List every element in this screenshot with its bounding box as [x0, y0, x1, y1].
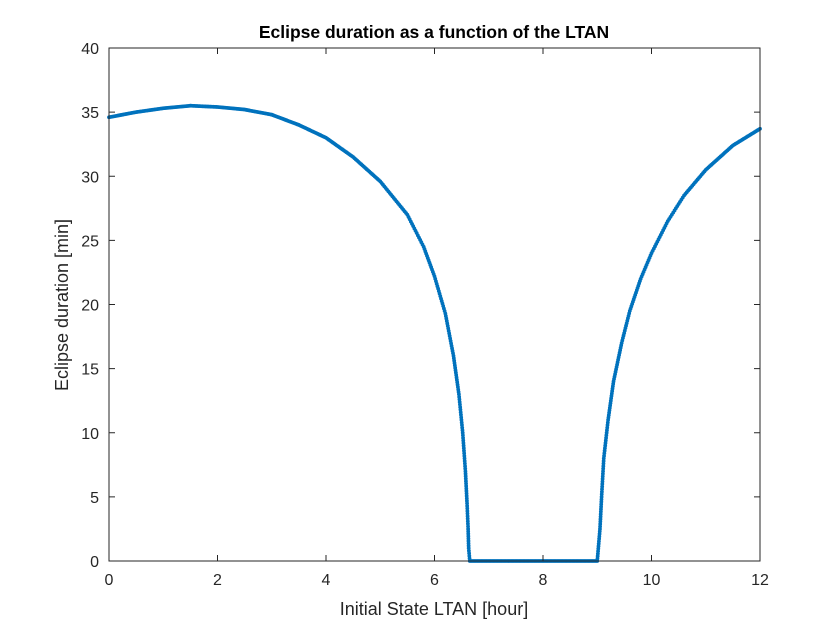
x-tick-label: 8	[539, 572, 548, 589]
axis-ticks-layer: 0 2 4 6 8 10 12 0 5 10 15 20 25 30 35 40	[81, 41, 769, 589]
x-tick-label: 2	[213, 572, 222, 589]
y-tick-label: 40	[81, 41, 99, 58]
y-tick-label: 10	[81, 426, 99, 443]
x-tick-label: 6	[430, 572, 439, 589]
x-tick-label: 10	[643, 572, 661, 589]
x-tick-label: 0	[105, 572, 114, 589]
y-tick-label: 20	[81, 298, 99, 315]
y-tick-label: 25	[81, 233, 99, 250]
x-tick-label: 4	[322, 572, 331, 589]
y-tick-label: 35	[81, 105, 99, 122]
y-axis-label: Eclipse duration [min]	[52, 219, 72, 391]
chart-title: Eclipse duration as a function of the LT…	[259, 22, 609, 42]
data-points-layer	[107, 103, 762, 563]
y-tick-label: 0	[90, 554, 99, 571]
y-tick-label: 5	[90, 490, 99, 507]
x-tick-label: 12	[751, 572, 769, 589]
plot-area	[109, 48, 760, 561]
y-tick-label: 15	[81, 362, 99, 379]
y-tick-label: 30	[81, 169, 99, 186]
x-axis-label: Initial State LTAN [hour]	[340, 599, 528, 619]
